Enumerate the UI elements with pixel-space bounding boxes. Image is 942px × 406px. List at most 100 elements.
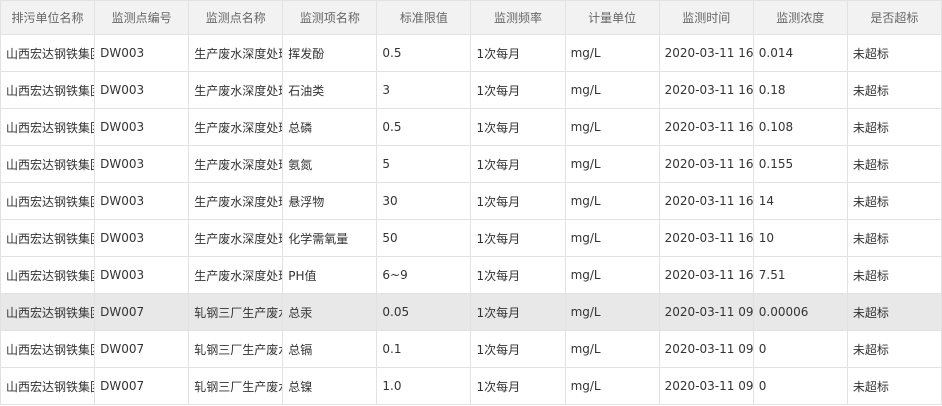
column-header-exceeded[interactable]: 是否超标 (846, 0, 942, 35)
cell-time: 2020-03-11 09:0 (658, 293, 754, 331)
table-row[interactable]: 山西宏达钢铁集团 DW003 生产废水深度处理 PH值 6~9 1次每月 mg/L 2020-… (0, 256, 942, 294)
cell-limit: 1.0 (376, 367, 472, 405)
cell-time: 2020-03-11 16:1 (658, 71, 754, 109)
cell-point-name: 生产废水深度处理 (188, 182, 284, 220)
cell-frequency: 1次每月 (470, 145, 566, 183)
table-row[interactable]: 山西宏达钢铁集团 DW003 生产废水深度处理 挥发酚 0.5 1次每月 mg/L 2020-… (0, 34, 942, 72)
cell-unit-name: 山西宏达钢铁集团 (0, 219, 96, 257)
cell-frequency: 1次每月 (470, 367, 566, 405)
cell-time: 2020-03-11 16:1 (658, 256, 754, 294)
column-header-time[interactable]: 监测时间 (658, 0, 754, 35)
cell-unit-name: 山西宏达钢铁集团 (0, 256, 96, 294)
cell-frequency: 1次每月 (470, 71, 566, 109)
cell-point-name: 生产废水深度处理 (188, 71, 284, 109)
cell-concentration: 0.155 (752, 145, 848, 183)
cell-unit: mg/L (564, 71, 660, 109)
cell-point-code: DW007 (94, 367, 190, 405)
cell-exceeded: 未超标 (846, 293, 942, 331)
cell-point-code: DW003 (94, 34, 190, 72)
cell-exceeded: 未超标 (846, 330, 942, 368)
table-row[interactable]: 山西宏达钢铁集团 DW003 生产废水深度处理 氨氮 5 1次每月 mg/L 2020-03-… (0, 145, 942, 183)
cell-unit: mg/L (564, 34, 660, 72)
cell-point-name: 生产废水深度处理 (188, 108, 284, 146)
cell-unit-name: 山西宏达钢铁集团 (0, 145, 96, 183)
cell-concentration: 0 (752, 330, 848, 368)
cell-unit: mg/L (564, 330, 660, 368)
cell-unit: mg/L (564, 256, 660, 294)
cell-exceeded: 未超标 (846, 34, 942, 72)
cell-unit: mg/L (564, 108, 660, 146)
cell-point-code: DW003 (94, 108, 190, 146)
cell-limit: 30 (376, 182, 472, 220)
column-header-point-name[interactable]: 监测点名称 (188, 0, 284, 35)
cell-time: 2020-03-11 16:1 (658, 182, 754, 220)
cell-frequency: 1次每月 (470, 219, 566, 257)
table-row[interactable]: 山西宏达钢铁集团 DW003 生产废水深度处理 化学需氧量 50 1次每月 mg/L 2020… (0, 219, 942, 257)
column-header-unit[interactable]: 计量单位 (564, 0, 660, 35)
cell-time: 2020-03-11 16:1 (658, 34, 754, 72)
cell-point-code: DW003 (94, 145, 190, 183)
column-header-unit-name[interactable]: 排污单位名称 (0, 0, 96, 35)
table-row[interactable]: 山西宏达钢铁集团 DW007 轧钢三厂生产废水 总镉 0.1 1次每月 mg/L 2020-0… (0, 330, 942, 368)
cell-unit: mg/L (564, 293, 660, 331)
table-row[interactable]: 山西宏达钢铁集团 DW003 生产废水深度处理 总磷 0.5 1次每月 mg/L 2020-0… (0, 108, 942, 146)
column-header-limit[interactable]: 标准限值 (376, 0, 472, 35)
cell-unit: mg/L (564, 182, 660, 220)
cell-time: 2020-03-11 16:1 (658, 108, 754, 146)
cell-unit-name: 山西宏达钢铁集团 (0, 71, 96, 109)
column-header-concentration[interactable]: 监测浓度 (752, 0, 848, 35)
cell-concentration: 10 (752, 219, 848, 257)
cell-item-name: 总磷 (282, 108, 378, 146)
cell-point-name: 生产废水深度处理 (188, 256, 284, 294)
cell-item-name: 总镉 (282, 330, 378, 368)
cell-unit: mg/L (564, 219, 660, 257)
cell-limit: 3 (376, 71, 472, 109)
cell-concentration: 0.014 (752, 34, 848, 72)
table-row[interactable]: 山西宏达钢铁集团 DW003 生产废水深度处理 石油类 3 1次每月 mg/L 2020-03… (0, 71, 942, 109)
cell-item-name: PH值 (282, 256, 378, 294)
cell-concentration: 7.51 (752, 256, 848, 294)
cell-concentration: 0.00006 (752, 293, 848, 331)
cell-unit-name: 山西宏达钢铁集团 (0, 182, 96, 220)
cell-point-name: 生产废水深度处理 (188, 34, 284, 72)
cell-exceeded: 未超标 (846, 182, 942, 220)
cell-item-name: 总汞 (282, 293, 378, 331)
column-header-point-code[interactable]: 监测点编号 (94, 0, 190, 35)
cell-item-name: 悬浮物 (282, 182, 378, 220)
cell-point-name: 生产废水深度处理 (188, 219, 284, 257)
cell-limit: 0.05 (376, 293, 472, 331)
table-row[interactable]: 山西宏达钢铁集团 DW003 生产废水深度处理 悬浮物 30 1次每月 mg/L 2020-0… (0, 182, 942, 220)
table-row[interactable]: 山西宏达钢铁集团 DW007 轧钢三厂生产废水 总汞 0.05 1次每月 mg/L 2020-… (0, 293, 942, 331)
cell-limit: 50 (376, 219, 472, 257)
cell-concentration: 0.18 (752, 71, 848, 109)
cell-unit-name: 山西宏达钢铁集团 (0, 293, 96, 331)
cell-time: 2020-03-11 16:1 (658, 219, 754, 257)
cell-limit: 0.5 (376, 34, 472, 72)
cell-limit: 5 (376, 145, 472, 183)
cell-point-name: 生产废水深度处理 (188, 145, 284, 183)
table-row[interactable]: 山西宏达钢铁集团 DW007 轧钢三厂生产废水 总镍 1.0 1次每月 mg/L 2020-0… (0, 367, 942, 405)
cell-unit: mg/L (564, 145, 660, 183)
table-header-row: 排污单位名称 监测点编号 监测点名称 监测项名称 标准限值 监测频率 计量单位 监测时间 监测浓… (0, 0, 942, 35)
cell-unit-name: 山西宏达钢铁集团 (0, 108, 96, 146)
cell-unit-name: 山西宏达钢铁集团 (0, 367, 96, 405)
cell-exceeded: 未超标 (846, 108, 942, 146)
cell-limit: 0.1 (376, 330, 472, 368)
cell-unit: mg/L (564, 367, 660, 405)
cell-point-code: DW003 (94, 256, 190, 294)
cell-concentration: 14 (752, 182, 848, 220)
cell-point-code: DW007 (94, 330, 190, 368)
cell-point-name: 轧钢三厂生产废水 (188, 367, 284, 405)
cell-exceeded: 未超标 (846, 219, 942, 257)
cell-item-name: 挥发酚 (282, 34, 378, 72)
cell-frequency: 1次每月 (470, 256, 566, 294)
cell-limit: 6~9 (376, 256, 472, 294)
column-header-frequency[interactable]: 监测频率 (470, 0, 566, 35)
cell-concentration: 0.108 (752, 108, 848, 146)
cell-unit-name: 山西宏达钢铁集团 (0, 330, 96, 368)
column-header-item-name[interactable]: 监测项名称 (282, 0, 378, 35)
cell-point-code: DW003 (94, 219, 190, 257)
cell-unit-name: 山西宏达钢铁集团 (0, 34, 96, 72)
cell-point-code: DW003 (94, 71, 190, 109)
